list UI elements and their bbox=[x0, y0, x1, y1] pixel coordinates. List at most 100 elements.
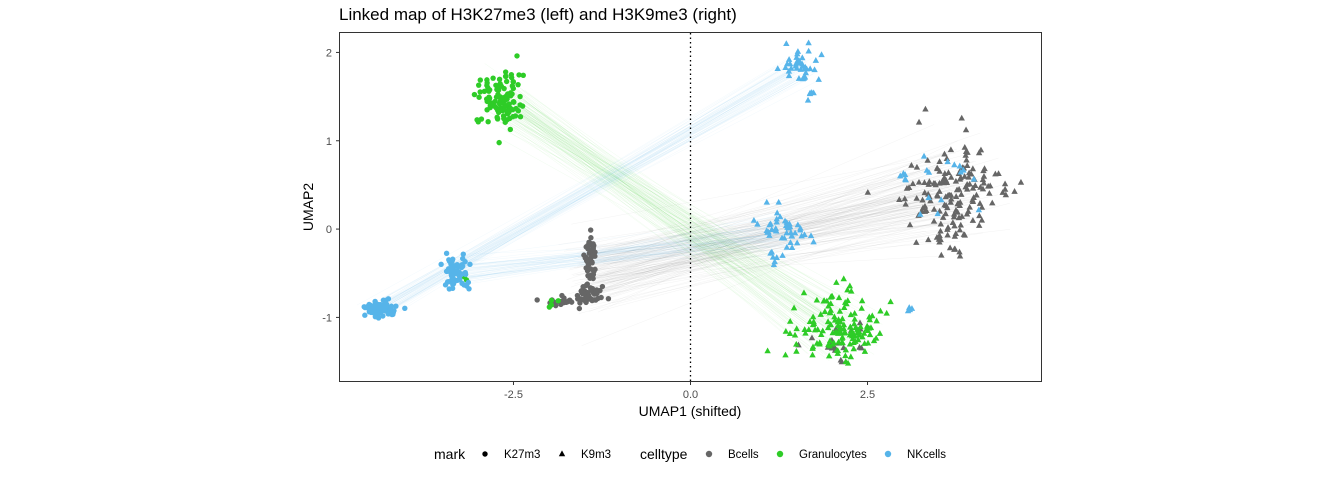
link-line bbox=[505, 93, 809, 350]
point-circle bbox=[460, 251, 466, 257]
point-triangle bbox=[818, 331, 825, 338]
link-line bbox=[497, 102, 862, 329]
legend: mark K27m3 K9m3 celltype Bcells Granulocytes N… bbox=[434, 446, 946, 462]
point-triangle bbox=[805, 39, 812, 46]
point-triangle bbox=[830, 339, 838, 346]
point-triangle bbox=[909, 180, 917, 187]
point-circle bbox=[364, 304, 370, 310]
point-circle bbox=[467, 261, 473, 268]
point-circle bbox=[486, 95, 493, 102]
point-triangle bbox=[861, 348, 869, 354]
link-line bbox=[586, 184, 936, 287]
link-line bbox=[486, 109, 866, 346]
point-triangle bbox=[840, 321, 848, 328]
point-circle bbox=[515, 81, 521, 88]
legend-title-mark: mark bbox=[434, 446, 466, 462]
point-triangle bbox=[957, 174, 964, 181]
data-points bbox=[361, 39, 1025, 366]
link-line bbox=[459, 234, 781, 286]
point-triangle bbox=[946, 244, 954, 251]
point-triangle bbox=[798, 232, 805, 239]
link-line bbox=[513, 92, 824, 317]
point-circle bbox=[506, 101, 512, 107]
link-line bbox=[505, 110, 854, 324]
point-triangle bbox=[800, 289, 808, 296]
link-line bbox=[590, 218, 967, 306]
point-triangle bbox=[995, 170, 1002, 177]
link-line bbox=[572, 204, 945, 282]
point-triangle bbox=[850, 345, 857, 352]
link-line bbox=[489, 79, 815, 341]
point-triangle bbox=[920, 152, 928, 159]
link-line bbox=[377, 67, 806, 318]
point-circle bbox=[590, 275, 596, 282]
link-line bbox=[581, 190, 908, 300]
link-line bbox=[599, 161, 974, 277]
link-line bbox=[517, 89, 802, 331]
link-line bbox=[524, 89, 836, 328]
point-triangle bbox=[952, 177, 960, 184]
link-line bbox=[589, 222, 951, 254]
legend-key-color bbox=[776, 450, 784, 458]
link-line bbox=[500, 102, 849, 331]
link-line bbox=[588, 207, 947, 281]
link-line bbox=[393, 76, 803, 310]
point-triangle bbox=[941, 201, 948, 208]
link-line bbox=[457, 237, 767, 279]
link-line bbox=[489, 104, 824, 329]
link-line bbox=[463, 232, 795, 266]
point-triangle bbox=[816, 340, 823, 347]
link-line bbox=[454, 255, 791, 266]
point-triangle bbox=[931, 180, 939, 186]
point-triangle bbox=[913, 163, 921, 170]
point-circle bbox=[514, 53, 520, 59]
link-line bbox=[501, 103, 850, 301]
point-triangle bbox=[823, 297, 831, 304]
link-line bbox=[456, 243, 783, 272]
link-line bbox=[506, 86, 846, 349]
point-triangle bbox=[969, 165, 977, 172]
point-triangle bbox=[924, 156, 931, 163]
link-line bbox=[506, 102, 870, 327]
point-triangle bbox=[804, 96, 812, 103]
link-line bbox=[508, 109, 846, 351]
link-line bbox=[492, 102, 833, 331]
point-circle bbox=[444, 279, 451, 285]
link-line bbox=[603, 172, 927, 264]
point-circle bbox=[515, 108, 522, 114]
link-line bbox=[509, 123, 795, 322]
point-triangle bbox=[935, 236, 943, 242]
y-axis: -1 0 1 2 bbox=[322, 47, 340, 324]
point-triangle bbox=[950, 210, 958, 217]
point-triangle bbox=[841, 304, 848, 310]
point-circle bbox=[455, 269, 461, 275]
link-line bbox=[513, 101, 849, 307]
point-circle bbox=[510, 113, 516, 120]
link-line bbox=[585, 150, 961, 256]
point-triangle bbox=[917, 210, 924, 217]
point-triangle bbox=[937, 227, 944, 234]
link-line bbox=[504, 107, 839, 299]
link-line bbox=[447, 225, 784, 274]
point-triangle bbox=[941, 150, 948, 157]
point-triangle bbox=[846, 282, 854, 289]
link-line bbox=[480, 100, 808, 316]
link-line bbox=[590, 197, 940, 301]
x-tick-label: 2.5 bbox=[860, 389, 875, 401]
point-triangle bbox=[783, 243, 791, 250]
point-triangle bbox=[783, 229, 790, 236]
point-triangle bbox=[989, 199, 996, 206]
link-line bbox=[491, 100, 830, 319]
link-line bbox=[585, 217, 971, 281]
link-line bbox=[584, 210, 937, 271]
link-line bbox=[452, 230, 772, 268]
link-line bbox=[457, 221, 790, 281]
point-triangle bbox=[802, 69, 810, 76]
point-triangle bbox=[821, 308, 829, 314]
link-line bbox=[581, 216, 977, 288]
point-triangle bbox=[754, 220, 761, 227]
point-triangle bbox=[939, 176, 947, 183]
point-circle bbox=[555, 298, 561, 304]
link-line bbox=[511, 105, 830, 323]
point-triangle bbox=[1001, 185, 1009, 192]
